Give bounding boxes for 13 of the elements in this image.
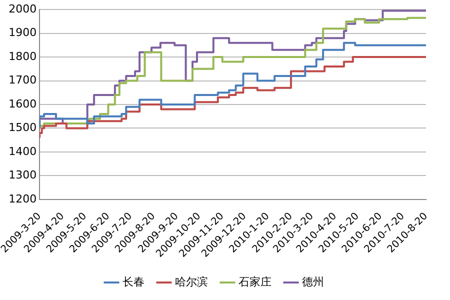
y-tick-label: 1900	[8, 26, 37, 40]
y-tick-label: 1800	[8, 50, 37, 63]
legend-label: 长春	[122, 275, 144, 288]
y-tick-label: 1400	[8, 144, 37, 158]
legend-label: 石家庄	[238, 275, 272, 288]
y-tick-label: 1300	[8, 168, 37, 182]
y-tick-label: 1600	[8, 97, 37, 110]
legend-label: 哈尔滨	[175, 275, 208, 288]
y-tick-label: 1200	[8, 192, 37, 206]
y-tick-label: 1700	[8, 74, 37, 87]
y-tick-label: 2000	[8, 2, 37, 16]
y-tick-label: 1500	[8, 121, 37, 134]
legend-label: 德州	[302, 275, 324, 288]
